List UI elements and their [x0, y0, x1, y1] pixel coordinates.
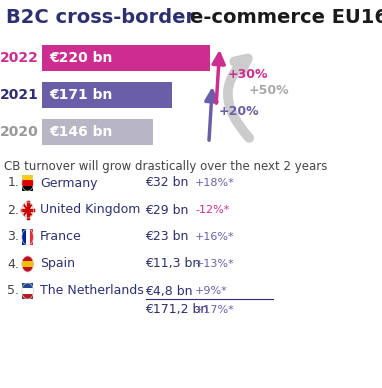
- Bar: [22, 229, 26, 245]
- Bar: [42, 82, 172, 108]
- Bar: [22, 288, 34, 294]
- Bar: [22, 283, 34, 288]
- Text: 4.: 4.: [7, 258, 19, 270]
- Text: e-commerce EU16: e-commerce EU16: [190, 8, 382, 27]
- Circle shape: [22, 229, 34, 245]
- Text: -12%*: -12%*: [195, 205, 230, 215]
- Bar: [26, 229, 29, 245]
- Text: €171 bn: €171 bn: [50, 88, 113, 102]
- Bar: [22, 180, 34, 186]
- Text: €4,8 bn: €4,8 bn: [146, 284, 193, 298]
- Text: €29 bn: €29 bn: [146, 203, 189, 217]
- Text: 1.: 1.: [7, 177, 19, 189]
- Text: The Netherlands: The Netherlands: [40, 284, 144, 298]
- Text: Spain: Spain: [40, 258, 75, 270]
- Text: +20%: +20%: [218, 105, 259, 118]
- Bar: [22, 261, 34, 267]
- Text: €32 bn: €32 bn: [146, 177, 189, 189]
- Bar: [22, 294, 34, 299]
- FancyArrowPatch shape: [228, 59, 249, 138]
- Text: +16%*: +16%*: [195, 232, 235, 242]
- Text: €23 bn: €23 bn: [146, 230, 189, 244]
- Bar: [42, 45, 210, 71]
- Text: €11,3 bn: €11,3 bn: [146, 258, 201, 270]
- Text: France: France: [40, 230, 82, 244]
- Text: 3.: 3.: [7, 230, 19, 244]
- Text: +50%: +50%: [249, 83, 290, 97]
- Text: 2020: 2020: [0, 125, 39, 139]
- Circle shape: [22, 283, 34, 299]
- Bar: [42, 119, 153, 145]
- Bar: [22, 186, 34, 191]
- Text: +13%*: +13%*: [195, 259, 235, 269]
- Circle shape: [22, 175, 34, 191]
- Circle shape: [22, 202, 34, 218]
- Bar: [29, 229, 34, 245]
- Bar: [22, 175, 34, 180]
- Text: +18%*: +18%*: [195, 178, 235, 188]
- Text: +30%: +30%: [228, 68, 268, 81]
- Text: €146 bn: €146 bn: [50, 125, 113, 139]
- Text: +9%*: +9%*: [195, 286, 228, 296]
- Text: €220 bn: €220 bn: [50, 51, 113, 65]
- Text: United Kingdom: United Kingdom: [40, 203, 141, 217]
- Text: 2022: 2022: [0, 51, 39, 65]
- Text: 5.: 5.: [7, 284, 19, 298]
- Text: Germany: Germany: [40, 177, 97, 189]
- Text: 2021: 2021: [0, 88, 39, 102]
- Text: +17%*: +17%*: [195, 305, 235, 315]
- Text: B2C cross-border: B2C cross-border: [6, 8, 202, 27]
- Text: CB turnover will grow drastically over the next 2 years: CB turnover will grow drastically over t…: [4, 160, 328, 173]
- Circle shape: [22, 256, 34, 272]
- Text: €171,2 bn: €171,2 bn: [146, 303, 209, 317]
- Text: 2.: 2.: [7, 203, 19, 217]
